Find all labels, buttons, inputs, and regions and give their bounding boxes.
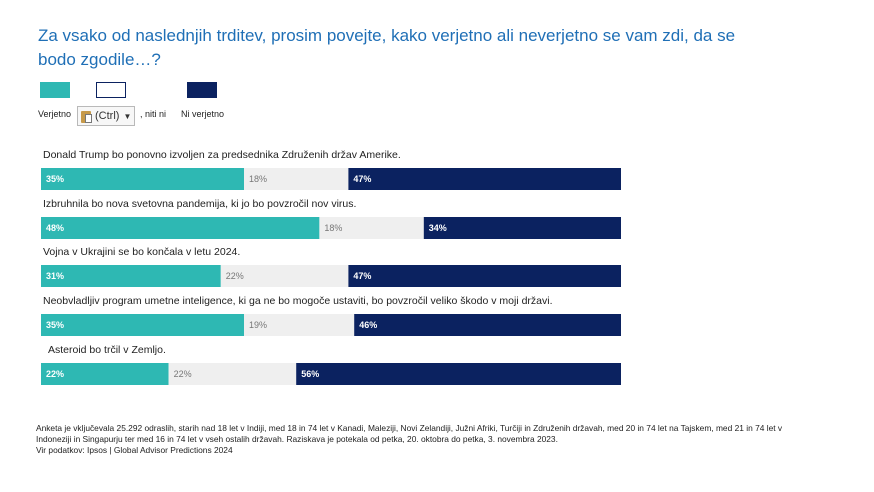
bar-segment-neutral [244,314,355,336]
clipboard-icon [81,109,93,123]
legend-swatch-likely [40,82,70,98]
bar-segment-unlikely [423,217,621,239]
data-label: 22% [46,369,64,379]
chart-title: Za vsako od naslednjih trditev, prosim p… [38,26,736,69]
bar-segment-unlikely [296,363,621,385]
legend-swatch-unlikely [187,82,217,98]
data-label: 22% [226,271,244,281]
caret-down-icon: ▼ [123,111,132,121]
data-label: 56% [301,369,319,379]
data-label: 46% [359,320,377,330]
data-label: 18% [249,174,267,184]
data-label: 22% [174,369,192,379]
data-label: 48% [46,223,64,233]
footnote: Anketa je vključevala 25.292 odraslih, s… [36,423,836,456]
bar-segment-likely [41,314,244,336]
data-label: 35% [46,174,64,184]
data-label: 34% [429,223,447,233]
bar-segment-unlikely [348,265,621,287]
data-label: 47% [353,174,371,184]
bar-segment-neutral [168,363,297,385]
bar-segment-unlikely [354,314,621,336]
category-label: Asteroid bo trčil v Zemljo. [48,344,166,356]
paste-options-button[interactable]: (Ctrl) ▼ [77,106,135,126]
paste-options-label: (Ctrl) [95,110,120,122]
footnote-line: Vir podatkov: Ipsos | Global Advisor Pre… [36,445,233,455]
bar-segment-neutral [244,168,349,190]
category-label: Donald Trump bo ponovno izvoljen za pred… [43,149,401,161]
stacked-bar-chart: Donald Trump bo ponovno izvoljen za pred… [41,149,621,385]
footnote-line: Indoneziji in Singapurju ter med 16 in 7… [36,434,558,444]
bar-segment-likely [41,363,169,385]
data-label: 47% [353,271,371,281]
data-label: 31% [46,271,64,281]
legend-label-likely: Verjetno [38,109,72,119]
bar-segment-likely [41,168,244,190]
legend-label-neutral: , niti ni [140,109,167,119]
legend-label-unlikely: Ni verjetno [181,109,225,119]
footnote-line: Anketa je vključevala 25.292 odraslih, s… [36,423,783,433]
category-label: Vojna v Ukrajini se bo končala v letu 20… [43,246,240,258]
category-label: Neobvladljiv program umetne inteligence,… [43,295,553,307]
bar-segment-neutral [220,265,349,287]
bar-segment-neutral [319,217,424,239]
data-label: 35% [46,320,64,330]
data-label: 19% [249,320,267,330]
bar-segment-likely [41,265,221,287]
legend-swatch-neutral [96,82,126,98]
category-label: Izbruhnila bo nova svetovna pandemija, k… [43,198,356,210]
data-label: 18% [324,223,342,233]
bar-segment-likely [41,217,320,239]
bar-segment-unlikely [348,168,621,190]
